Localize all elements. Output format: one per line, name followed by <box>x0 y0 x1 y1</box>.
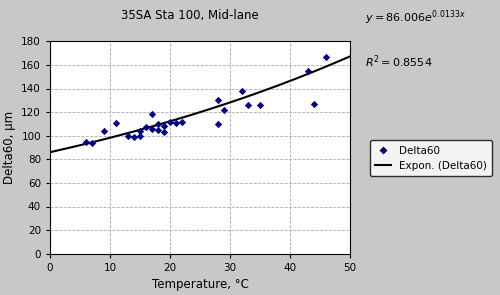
Point <box>154 122 162 126</box>
Point <box>322 54 330 59</box>
X-axis label: Temperature, °C: Temperature, °C <box>152 278 248 291</box>
Point <box>82 139 90 144</box>
Point <box>100 129 108 133</box>
Point <box>136 133 144 138</box>
Point <box>148 112 156 117</box>
Point <box>124 133 132 138</box>
Text: $y = 86.006e^{0.0133x}$: $y = 86.006e^{0.0133x}$ <box>365 9 466 27</box>
Point <box>172 120 180 125</box>
Point <box>166 119 174 124</box>
Point <box>136 129 144 133</box>
Point <box>256 103 264 107</box>
Y-axis label: Delta60, μm: Delta60, μm <box>2 111 16 184</box>
Point <box>154 127 162 132</box>
Point <box>160 124 168 129</box>
Point <box>142 125 150 130</box>
Point <box>310 101 318 106</box>
Point <box>148 126 156 131</box>
Point <box>130 135 138 139</box>
Text: $R^2 = 0.8554$: $R^2 = 0.8554$ <box>365 53 432 70</box>
Point <box>178 119 186 124</box>
Point <box>160 130 168 135</box>
Point <box>304 68 312 73</box>
Legend: Delta60, Expon. (Delta60): Delta60, Expon. (Delta60) <box>370 140 492 176</box>
Point <box>214 98 222 103</box>
Point <box>214 122 222 126</box>
Point <box>88 140 96 145</box>
Point <box>112 120 120 125</box>
Text: 35SA Sta 100, Mid-lane: 35SA Sta 100, Mid-lane <box>121 9 259 22</box>
Point <box>238 88 246 93</box>
Point <box>244 103 252 107</box>
Point <box>220 107 228 112</box>
